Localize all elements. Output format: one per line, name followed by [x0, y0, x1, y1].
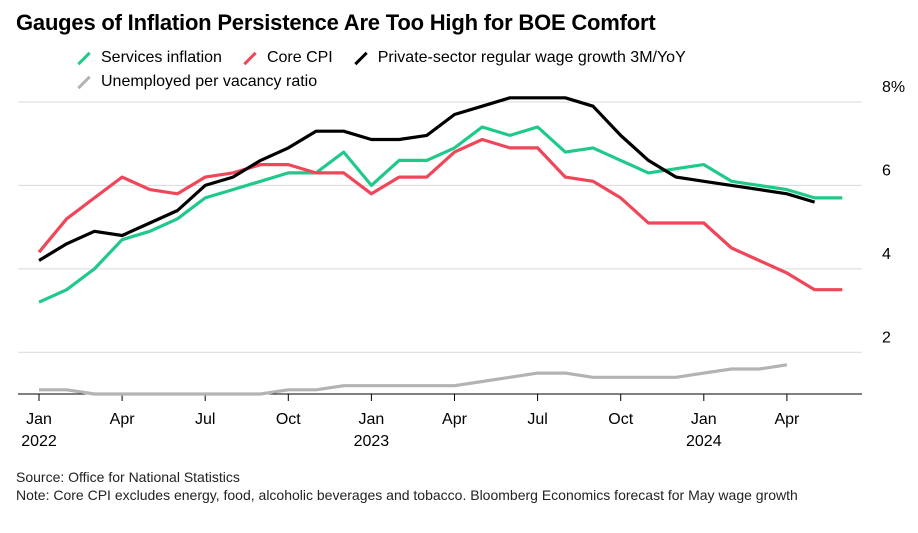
legend-row-1: Services inflation Core CPI Private-sect… [72, 46, 872, 70]
legend-label-services: Services inflation [101, 49, 222, 66]
legend: Services inflation Core CPI Private-sect… [72, 46, 872, 94]
x-tick-label: Jul [195, 411, 215, 428]
x-tick-label: Jul [527, 411, 547, 428]
x-tick-label: Apr [442, 411, 468, 428]
source-note: Source: Office for National Statistics [16, 469, 240, 485]
x-tick-label: Jan [691, 411, 717, 428]
legend-item-wage-growth: Private-sector regular wage growth 3M/Yo… [349, 49, 686, 67]
legend-item-core-cpi: Core CPI [238, 49, 333, 67]
y-tick-label: 6 [882, 162, 891, 179]
x-tick-year-label: 2023 [354, 433, 390, 450]
x-tick-label: Apr [774, 411, 800, 428]
legend-item-vacancy-ratio: Unemployed per vacancy ratio [72, 73, 317, 91]
x-tick-label: Oct [276, 411, 301, 428]
y-tick-label: 2 [882, 329, 891, 346]
x-tick-label: Jan [26, 411, 52, 428]
core-cpi-line [37, 137, 843, 292]
legend-label-core-cpi: Core CPI [266, 49, 333, 66]
services-inflation-line [38, 125, 843, 304]
x-tick-year-label: 2024 [686, 433, 722, 450]
wage-growth-line [38, 96, 816, 262]
legend-item-services: Services inflation [72, 49, 222, 67]
y-tick-label: 8% [882, 79, 905, 96]
footnote: Note: Core CPI excludes energy, food, al… [16, 487, 798, 503]
x-tick-label: Jan [359, 411, 385, 428]
y-tick-label: 4 [882, 246, 891, 263]
legend-label-vacancy-ratio: Unemployed per vacancy ratio [101, 73, 318, 90]
legend-row-2: Unemployed per vacancy ratio [72, 70, 872, 94]
footer: Source: Office for National Statistics N… [16, 468, 896, 504]
vacancy-ratio-line [39, 363, 788, 396]
x-tick-year-label: 2022 [21, 433, 57, 450]
x-tick-label: Apr [110, 411, 136, 428]
chart-title: Gauges of Inflation Persistence Are Too … [16, 10, 656, 35]
legend-label-wage-growth: Private-sector regular wage growth 3M/Yo… [377, 49, 686, 66]
x-tick-label: Oct [608, 411, 633, 428]
